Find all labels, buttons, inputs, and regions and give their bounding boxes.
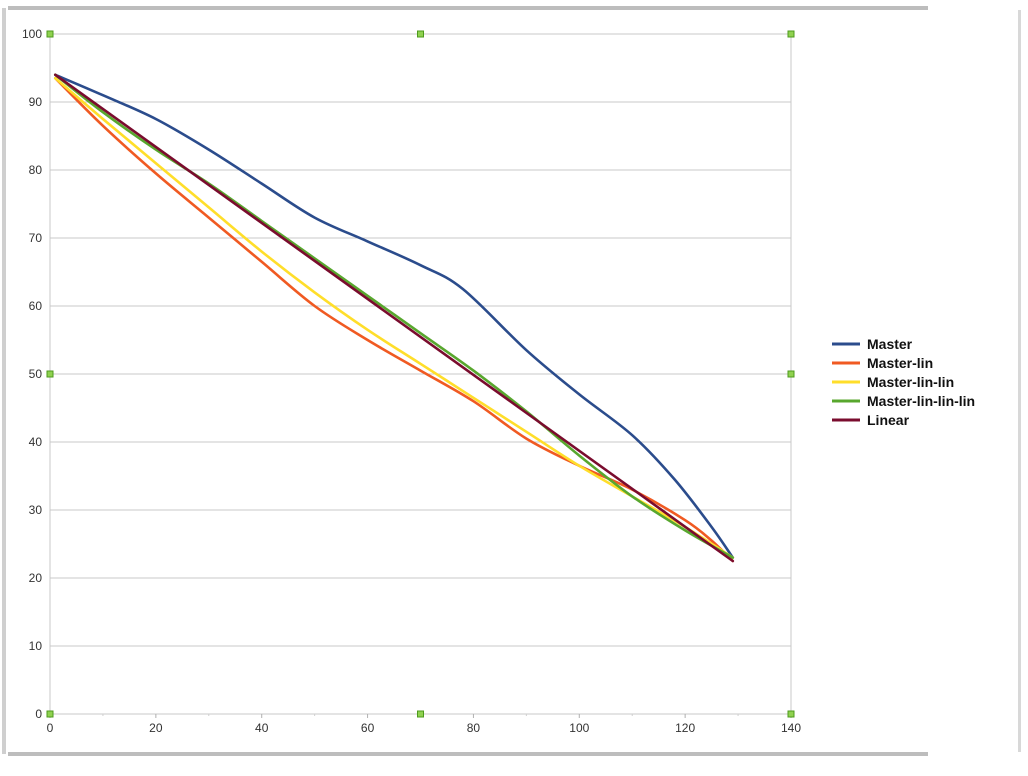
legend-label-master: Master bbox=[867, 336, 913, 352]
y-tick-label: 10 bbox=[29, 639, 43, 653]
gridlines bbox=[50, 33, 791, 715]
x-tick-label: 40 bbox=[255, 721, 269, 735]
ruler-bottom bbox=[8, 752, 928, 756]
resize-handle[interactable] bbox=[787, 30, 795, 38]
resize-handle[interactable] bbox=[46, 30, 54, 38]
x-tick-label: 120 bbox=[675, 721, 695, 735]
resize-handle[interactable] bbox=[787, 710, 795, 718]
legend-label-master-lin: Master-lin bbox=[867, 355, 933, 371]
x-tick-label: 20 bbox=[149, 721, 163, 735]
y-tick-label: 60 bbox=[29, 299, 43, 313]
series-lines bbox=[53, 73, 735, 563]
resize-handle[interactable] bbox=[417, 710, 424, 718]
series-line-master-lin[interactable] bbox=[53, 76, 735, 563]
resize-handle[interactable] bbox=[46, 370, 54, 378]
x-tick-label: 60 bbox=[361, 721, 375, 735]
x-tick-label: 0 bbox=[47, 721, 54, 735]
legend[interactable]: Master Master-lin Master-lin-lin Master-lin… bbox=[832, 336, 975, 428]
ruler-left bbox=[2, 8, 6, 754]
series-line-master-lin-lin-lin[interactable] bbox=[53, 73, 735, 559]
legend-label-master-lin-lin: Master-lin-lin bbox=[867, 374, 954, 390]
tick-labels: 0 10 20 30 40 50 60 70 80 90 100 0 20 40 60 80 100 120 140 bbox=[22, 27, 801, 735]
selection-handles[interactable] bbox=[46, 30, 795, 718]
y-tick-label: 100 bbox=[22, 27, 42, 41]
x-tick-label: 80 bbox=[467, 721, 481, 735]
y-tick-label: 0 bbox=[35, 707, 42, 721]
x-tick-label: 100 bbox=[569, 721, 589, 735]
y-tick-label: 90 bbox=[29, 95, 43, 109]
axes bbox=[49, 34, 792, 718]
y-tick-label: 70 bbox=[29, 231, 43, 245]
y-tick-label: 40 bbox=[29, 435, 43, 449]
resize-handle[interactable] bbox=[417, 30, 424, 38]
series-line-linear[interactable] bbox=[53, 73, 735, 563]
legend-label-linear: Linear bbox=[867, 412, 910, 428]
ruler-top bbox=[8, 6, 928, 10]
y-tick-label: 20 bbox=[29, 571, 43, 585]
y-tick-label: 80 bbox=[29, 163, 43, 177]
resize-handle[interactable] bbox=[787, 370, 795, 378]
legend-label-master-lin-lin-lin: Master-lin-lin-lin bbox=[867, 393, 975, 409]
resize-handle[interactable] bbox=[46, 710, 54, 718]
y-tick-label: 30 bbox=[29, 503, 43, 517]
y-tick-label: 50 bbox=[29, 367, 43, 381]
x-tick-label: 140 bbox=[781, 721, 801, 735]
ruler-right bbox=[1018, 10, 1021, 752]
series-line-master[interactable] bbox=[53, 73, 735, 559]
